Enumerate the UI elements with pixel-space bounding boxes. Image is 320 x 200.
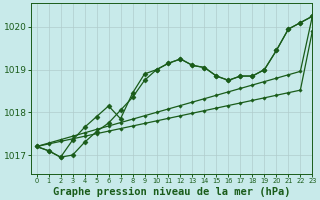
X-axis label: Graphe pression niveau de la mer (hPa): Graphe pression niveau de la mer (hPa) [53,186,290,197]
